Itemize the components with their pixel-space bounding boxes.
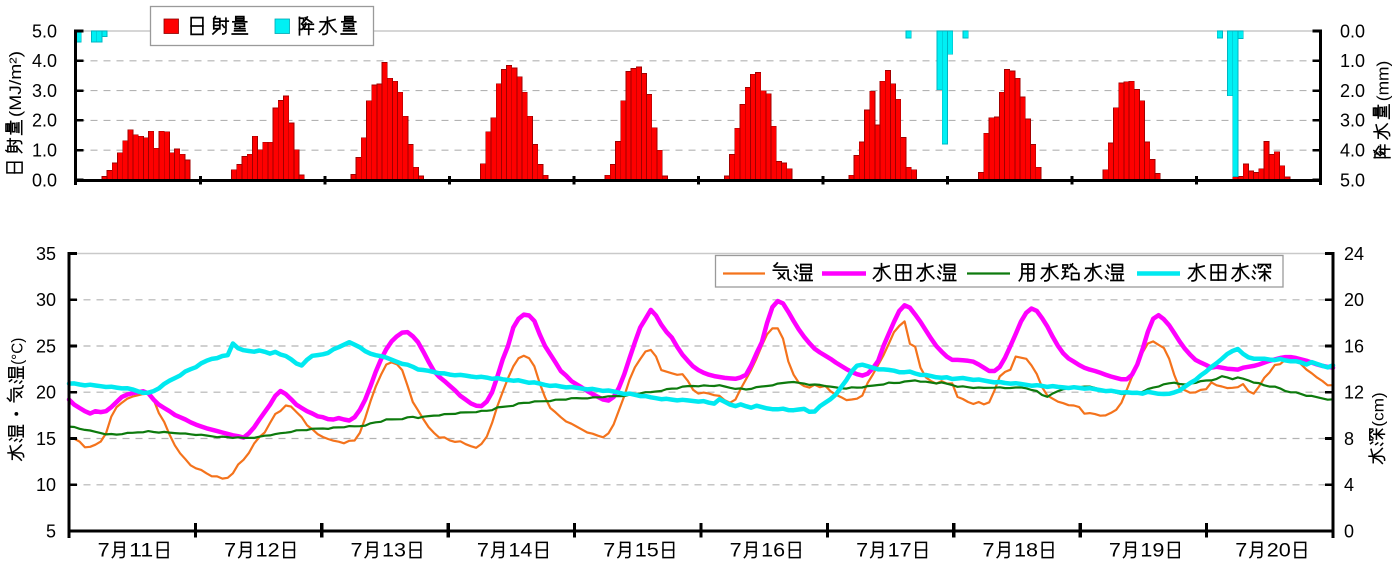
svg-text:4.0: 4.0	[1340, 141, 1365, 161]
svg-text:2.0: 2.0	[1340, 81, 1365, 101]
svg-text:16: 16	[761, 540, 785, 562]
svg-text:4.0: 4.0	[32, 51, 57, 71]
svg-text:7: 7	[983, 540, 995, 562]
svg-text:5.0: 5.0	[32, 21, 57, 41]
svg-text:0.0: 0.0	[32, 170, 57, 190]
svg-text:7: 7	[603, 540, 615, 562]
svg-text:14: 14	[508, 540, 532, 562]
svg-text:16: 16	[1344, 336, 1364, 356]
svg-text:8: 8	[1344, 429, 1354, 449]
svg-text:7: 7	[1235, 540, 1247, 562]
svg-text:7: 7	[856, 540, 868, 562]
svg-text:12: 12	[1344, 383, 1364, 403]
svg-text:5: 5	[46, 521, 56, 541]
svg-text:24: 24	[1344, 244, 1364, 264]
svg-text:7: 7	[224, 540, 236, 562]
svg-text:17: 17	[888, 540, 912, 562]
svg-text:30: 30	[36, 290, 56, 310]
svg-text:11: 11	[129, 540, 153, 562]
svg-text:7: 7	[98, 540, 110, 562]
svg-text:15: 15	[635, 540, 659, 562]
svg-text:10: 10	[36, 475, 56, 495]
svg-text:7: 7	[730, 540, 742, 562]
svg-text:12: 12	[256, 540, 280, 562]
svg-text:0: 0	[1344, 521, 1354, 541]
svg-text:2.0: 2.0	[32, 111, 57, 131]
svg-text:5.0: 5.0	[1340, 170, 1365, 190]
svg-text:(°C): (°C)	[10, 338, 27, 365]
svg-text:13: 13	[382, 540, 406, 562]
svg-text:20: 20	[1344, 290, 1364, 310]
svg-text:3.0: 3.0	[32, 81, 57, 101]
svg-text:25: 25	[36, 336, 56, 356]
svg-text:7: 7	[477, 540, 489, 562]
svg-text:4: 4	[1344, 475, 1354, 495]
svg-text:7: 7	[1109, 540, 1121, 562]
svg-text:20: 20	[36, 383, 56, 403]
svg-text:3.0: 3.0	[1340, 111, 1365, 131]
svg-text:20: 20	[1267, 540, 1291, 562]
svg-text:7: 7	[351, 540, 363, 562]
svg-text:(MJ/m²): (MJ/m²)	[6, 51, 25, 117]
svg-text:18: 18	[1014, 540, 1038, 562]
svg-text:15: 15	[36, 429, 56, 449]
svg-text:(mm): (mm)	[1374, 61, 1393, 101]
svg-text:19: 19	[1140, 540, 1164, 562]
svg-text:35: 35	[36, 244, 56, 264]
svg-text:(cm): (cm)	[1371, 392, 1388, 426]
svg-text:1.0: 1.0	[32, 141, 57, 161]
svg-text:0.0: 0.0	[1340, 21, 1365, 41]
svg-text:1.0: 1.0	[1340, 51, 1365, 71]
